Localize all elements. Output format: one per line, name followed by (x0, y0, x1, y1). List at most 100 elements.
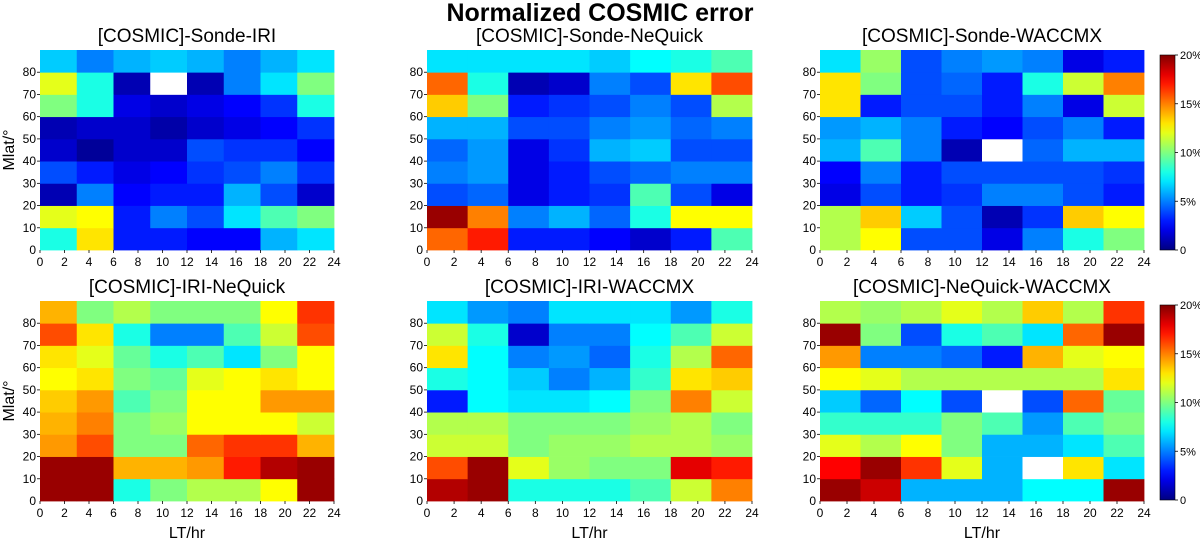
heatmap-cell (76, 434, 114, 457)
heatmap-cell (113, 456, 151, 480)
heatmap-cell (589, 434, 631, 457)
x-tick-label: 12 (975, 255, 989, 269)
heatmap-cell (40, 116, 78, 140)
heatmap-cell (187, 345, 225, 369)
panel-title: [COSMIC]-Sonde-WACCMX (862, 26, 1102, 47)
heatmap-cell (711, 72, 753, 95)
heatmap-cell (941, 94, 983, 118)
heatmap-cell (670, 50, 712, 73)
heatmap-cell (589, 345, 631, 369)
heatmap-cell (1063, 72, 1104, 95)
heatmap-cell (711, 50, 753, 73)
heatmap-cell (860, 478, 902, 502)
heatmap-cell (670, 161, 712, 184)
heatmap-cell (901, 183, 942, 206)
y-tick-label: 30 (23, 176, 37, 190)
heatmap-cell (941, 116, 983, 140)
heatmap-cell (508, 478, 550, 502)
heatmap-cell (76, 183, 114, 206)
heatmap-cell (1063, 116, 1104, 140)
x-tick-label: 0 (37, 506, 44, 520)
heatmap-cell (941, 301, 983, 324)
heatmap-cell (427, 412, 469, 435)
heatmap-cell (630, 50, 672, 73)
x-tick-label: 16 (1029, 255, 1043, 269)
heatmap-cell (630, 412, 672, 435)
heatmap-cell (941, 227, 983, 251)
heatmap-cell (941, 50, 983, 73)
heatmap-cell (187, 138, 225, 162)
heatmap-cell (40, 138, 78, 162)
heatmap-cell (589, 116, 631, 140)
colorbar-tick-label: 15% (1180, 99, 1200, 111)
heatmap-cell (260, 323, 298, 346)
heatmap-cell (941, 161, 983, 184)
heatmap-cell (467, 205, 509, 229)
heatmap-cell (589, 412, 631, 435)
heatmap-cell (1022, 116, 1064, 140)
y-tick-label: 70 (410, 338, 424, 352)
colorbar-gradient (1159, 54, 1176, 251)
colorbar-tick-label: 20% (1180, 300, 1200, 312)
y-tick-label: 60 (410, 110, 424, 124)
heatmap-cell (711, 478, 753, 502)
heatmap-cell (427, 389, 469, 413)
heatmap-cell (1103, 412, 1145, 435)
heatmap-cell (113, 72, 151, 95)
heatmap-cell (223, 116, 261, 140)
heatmap-cell (260, 205, 298, 229)
heatmap-cell (508, 301, 550, 324)
x-tick-label: 24 (327, 506, 341, 520)
heatmap-cell (297, 323, 335, 346)
heatmap-cell (297, 205, 335, 229)
x-tick-label: 2 (844, 506, 851, 520)
heatmap-cell (982, 138, 1023, 162)
y-tick-label: 0 (416, 243, 423, 257)
y-tick-label: 10 (23, 472, 37, 486)
heatmap-cell (630, 456, 672, 480)
heatmap-cell (1103, 94, 1145, 118)
heatmap-cell (982, 412, 1023, 435)
x-tick-label: 12 (975, 506, 989, 520)
heatmap-cell (1022, 367, 1064, 391)
x-tick-label: 10 (556, 506, 570, 520)
main-title: Normalized COSMIC error (446, 0, 753, 27)
x-tick-label: 10 (556, 255, 570, 269)
heatmap-cell (630, 205, 672, 229)
heatmap-cell (260, 478, 298, 502)
heatmap-cell (187, 161, 225, 184)
heatmap-cell (1063, 412, 1104, 435)
colorbar-2: 0 5% 10% 15% 20% (1159, 300, 1200, 507)
heatmap-cell (508, 389, 550, 413)
heatmap-cell (711, 389, 753, 413)
panel-title: [COSMIC]-NeQuick-WACCMX (853, 277, 1111, 298)
heatmap-cell (548, 301, 590, 324)
heatmap-cell (1103, 301, 1145, 324)
heatmap-cell (467, 323, 509, 346)
heatmap-cell (860, 50, 902, 73)
x-tick-label: 22 (1110, 255, 1124, 269)
colorbar-tick-label: 15% (1180, 349, 1200, 361)
heatmap-cell (76, 138, 114, 162)
heatmap-cell (150, 323, 188, 346)
heatmap-cell (711, 227, 753, 251)
heatmap-cell (982, 345, 1023, 369)
heatmap-cell (901, 434, 942, 457)
heatmap-cell (982, 456, 1023, 480)
colorbar-1: 0 5% 10% 15% 20% (1159, 50, 1200, 257)
heatmap-cell (670, 301, 712, 324)
heatmap-cell (1022, 50, 1064, 73)
x-tick-label: 4 (478, 506, 485, 520)
y-tick-label: 50 (23, 132, 37, 146)
heatmap-cell (1063, 456, 1104, 480)
heatmap-cell (670, 227, 712, 251)
heatmap-cell (982, 72, 1023, 95)
heatmap-cell (427, 94, 469, 118)
heatmap-cell (187, 116, 225, 140)
heatmap-cell (223, 478, 261, 502)
heatmap-cell (630, 301, 672, 324)
x-tick-label: 22 (718, 255, 732, 269)
heatmap-cell (901, 205, 942, 229)
heatmap-cell (40, 161, 78, 184)
